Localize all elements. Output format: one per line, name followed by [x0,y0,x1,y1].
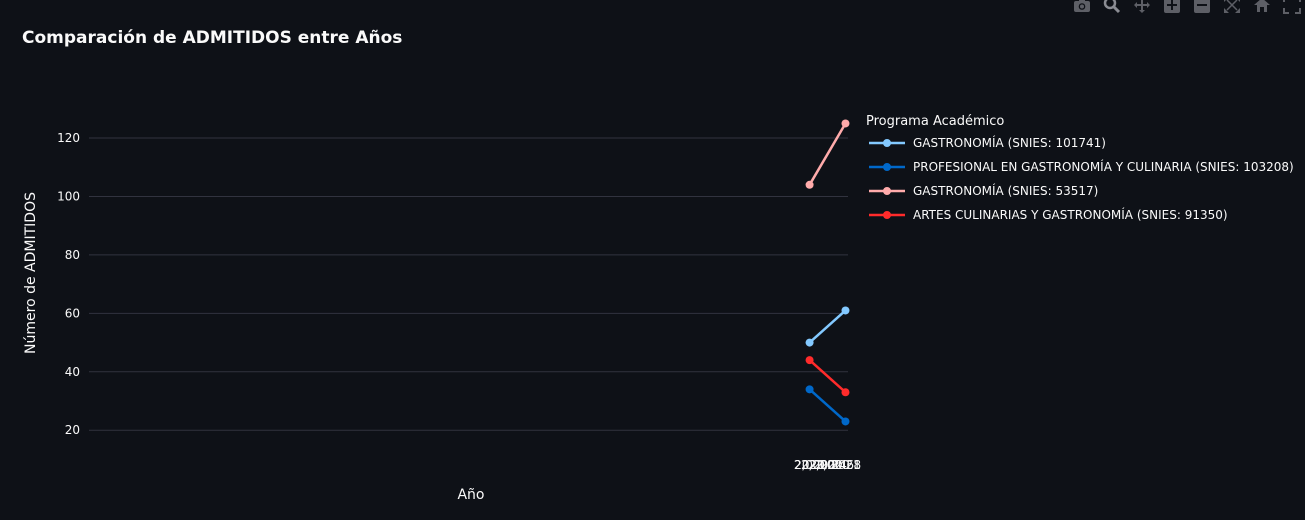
legend-swatch-marker [883,187,891,195]
pan-icon[interactable] [1131,0,1153,16]
legend-label: GASTRONOMÍA (SNIES: 101741) [913,135,1106,150]
legend-label: ARTES CULINARIAS Y GASTRONOMÍA (SNIES: 9… [913,207,1228,222]
data-point [805,338,814,347]
autoscale-icon[interactable] [1221,0,1243,16]
camera-icon[interactable] [1071,0,1093,16]
data-point [841,417,850,426]
zoom-icon[interactable] [1101,0,1123,16]
zoom-in-icon[interactable] [1161,0,1183,16]
legend: Programa Académico GASTRONOMÍA (SNIES: 1… [866,114,1294,222]
x-tick-label: 2020 [794,458,825,472]
x-tick-label: 2,020.8 [815,458,861,472]
y-tick-label: 80 [65,248,80,262]
zoom-out-icon[interactable] [1191,0,1213,16]
legend-title: Programa Académico [866,114,1004,129]
x-tick-label: 2,020.4 [801,458,847,472]
y-tick-label: 40 [65,365,80,379]
data-point [805,385,814,394]
gridlines [89,137,848,431]
x-tick-label: 2,020.2 [794,458,840,472]
y-tick-label: 120 [57,131,80,145]
series-3 [805,119,850,189]
modebar [1071,0,1303,16]
legend-swatch-marker [883,139,891,147]
y-tick-label: 20 [65,423,80,437]
legend-item[interactable]: PROFESIONAL EN GASTRONOMÍA Y CULINARIA (… [869,159,1294,174]
y-axis-title: Número de ADMITIDOS [23,192,39,354]
series-4 [805,356,850,397]
series-2 [805,385,850,426]
x-tick-label: 2,020.6 [808,458,854,472]
y-tick-label: 60 [65,306,80,320]
data-point [805,356,814,365]
series-1 [805,306,850,347]
legend-item[interactable]: GASTRONOMÍA (SNIES: 101741) [869,135,1106,150]
legend-label: PROFESIONAL EN GASTRONOMÍA Y CULINARIA (… [913,159,1294,174]
y-axis-ticks: 20 40 60 80 100 120 [57,131,80,437]
series-line [808,359,847,394]
legend-item[interactable]: ARTES CULINARIAS Y GASTRONOMÍA (SNIES: 9… [869,207,1228,222]
legend-swatch-marker [883,211,891,219]
y-tick-label: 100 [57,189,80,203]
data-point [841,119,850,128]
legend-label: GASTRONOMÍA (SNIES: 53517) [913,183,1098,198]
series-line [808,309,847,344]
data-point [841,306,850,315]
home-icon[interactable] [1251,0,1273,16]
x-tick-label: 2021 [830,458,861,472]
data-point [841,388,850,397]
legend-item[interactable]: GASTRONOMÍA (SNIES: 53517) [869,183,1098,198]
data-point [805,180,814,189]
x-axis-title: Año [457,487,484,503]
series-layer [805,119,850,426]
legend-swatch-marker [883,163,891,171]
series-line [808,388,847,423]
chart-title: Comparación de ADMITIDOS entre Años [22,28,402,48]
series-line [808,122,847,186]
